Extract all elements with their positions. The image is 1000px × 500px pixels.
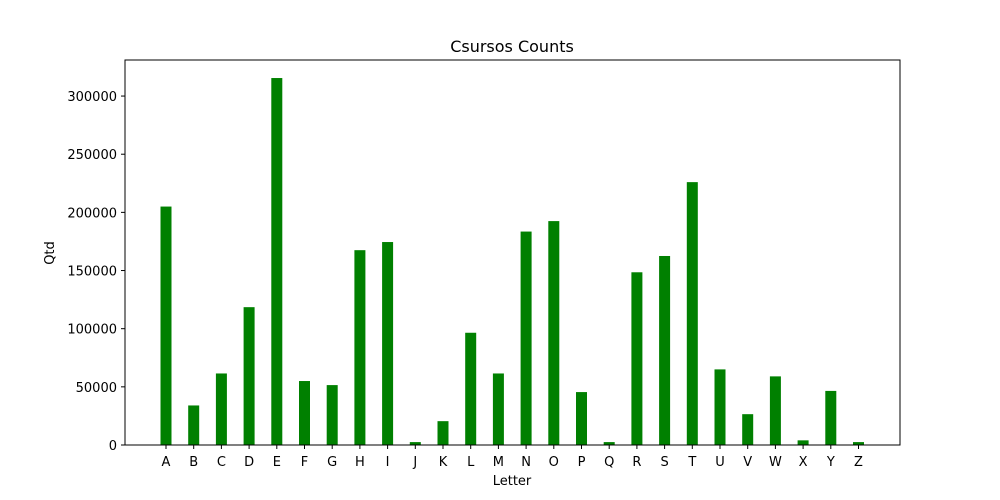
x-tick-label: J: [412, 455, 417, 470]
bar-a: [160, 206, 172, 445]
bar-u: [714, 369, 726, 445]
y-tick-label: 50000: [76, 381, 117, 396]
x-tick-label: Y: [826, 455, 835, 470]
plot-frame: [124, 59, 901, 446]
bar-y: [825, 390, 837, 445]
x-tick-label: T: [687, 455, 696, 470]
bar-z: [853, 442, 864, 445]
bar-i: [382, 242, 394, 445]
bar-b: [188, 405, 200, 445]
x-tick-label: H: [355, 455, 365, 470]
bar-n: [520, 231, 532, 445]
bar-h: [354, 250, 366, 445]
x-tick-label: O: [549, 455, 559, 470]
x-tick-label: E: [273, 455, 281, 470]
y-tick-label: 200000: [67, 206, 117, 221]
bar-k: [437, 421, 449, 445]
bars-group: [160, 78, 864, 446]
x-tick-label: S: [660, 455, 668, 470]
x-tick-label: V: [743, 455, 752, 470]
x-tick-label: L: [467, 455, 475, 470]
bar-w: [769, 376, 781, 445]
x-tick-label: C: [217, 455, 226, 470]
x-tick-label: G: [327, 455, 337, 470]
y-axis-label: Qtd: [43, 241, 58, 265]
x-tick-label: A: [162, 455, 171, 470]
bar-f: [299, 381, 310, 445]
x-tick-label: Q: [604, 455, 614, 470]
x-tick-label: I: [386, 455, 390, 470]
bar-p: [576, 392, 587, 445]
y-tick-label: 0: [109, 439, 117, 454]
y-axis-ticks: 0 50000 100000 150000 200000 250000 300000: [67, 90, 125, 454]
bar-l: [465, 332, 477, 445]
bar-t: [686, 182, 698, 445]
x-tick-label: U: [715, 455, 725, 470]
x-tick-label: M: [493, 455, 504, 470]
x-axis-label: Letter: [493, 474, 532, 489]
bar-e: [271, 78, 283, 446]
x-tick-label: K: [439, 455, 448, 470]
bar-r: [631, 272, 643, 445]
bar-c: [215, 373, 227, 445]
y-tick-label: 300000: [67, 90, 117, 105]
x-tick-label: W: [769, 455, 782, 470]
x-tick-label: B: [189, 455, 198, 470]
x-axis-ticks: A B C D E F G H I J K L M N O P Q R S T U V W X Y Z: [162, 445, 863, 470]
y-tick-label: 250000: [67, 148, 117, 163]
bar-s: [659, 255, 671, 445]
bar-j: [409, 442, 421, 445]
x-tick-label: X: [799, 455, 808, 470]
x-tick-label: R: [632, 455, 641, 470]
y-tick-label: 100000: [67, 323, 117, 338]
bar-o: [548, 221, 560, 445]
bar-g: [326, 385, 338, 445]
x-tick-label: N: [521, 455, 531, 470]
bar-d: [243, 307, 255, 445]
chart-title: Csursos Counts: [450, 37, 574, 56]
x-tick-label: F: [301, 455, 308, 470]
bar-v: [742, 414, 754, 445]
bar-q: [603, 442, 615, 445]
bar-m: [492, 373, 504, 445]
x-tick-label: Z: [854, 455, 863, 470]
y-tick-label: 150000: [67, 265, 117, 280]
x-tick-label: D: [244, 455, 254, 470]
bar-x: [797, 440, 809, 445]
x-tick-label: P: [578, 455, 586, 470]
